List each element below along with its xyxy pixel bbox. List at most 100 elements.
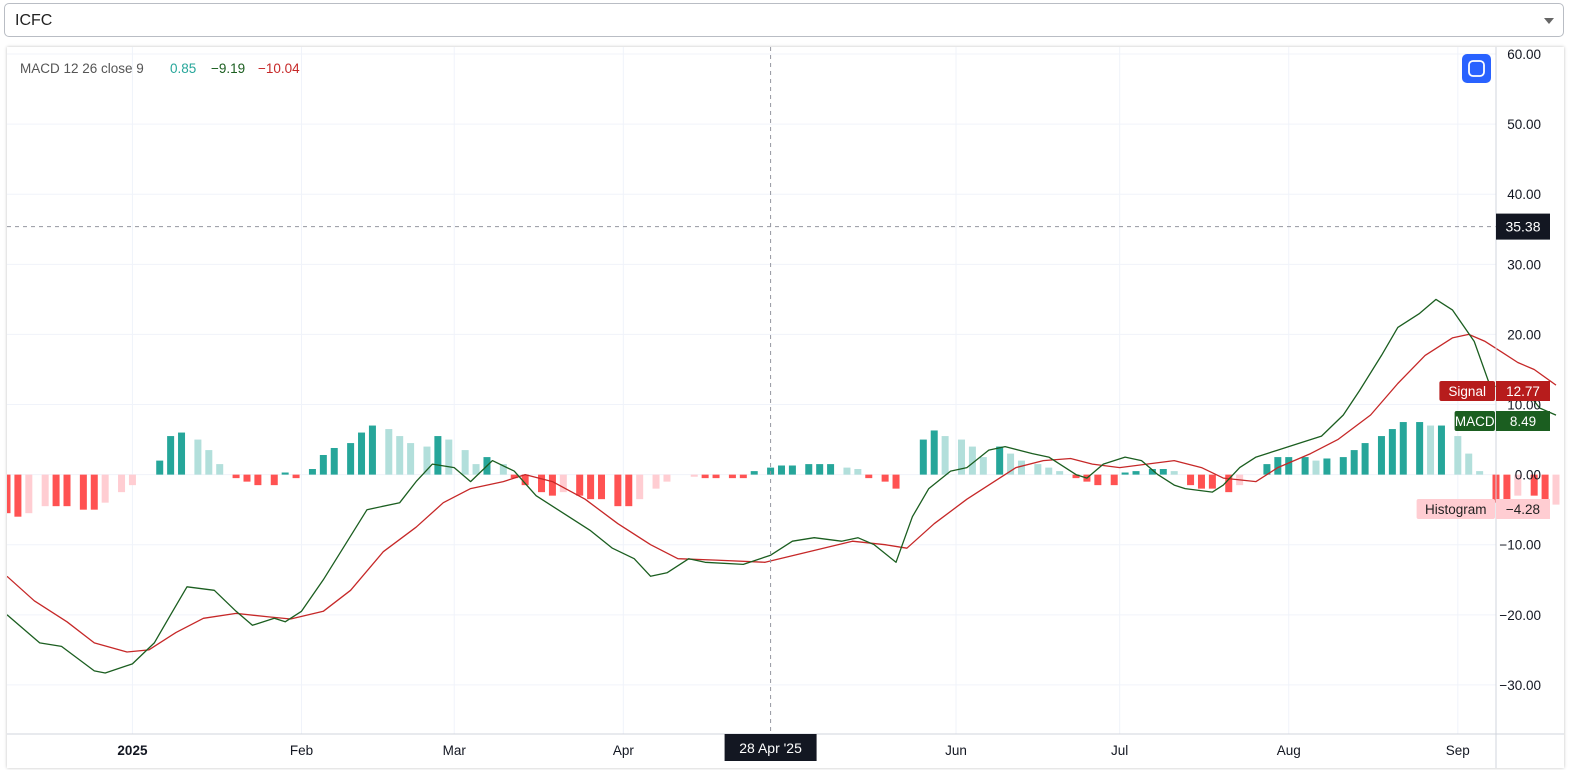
histogram-bar — [1301, 457, 1309, 475]
histogram-bar — [854, 469, 862, 475]
histogram-bar — [1437, 425, 1445, 475]
chart-container[interactable]: 60.00 50.00 40.00 30.00 20.00 10.00 0.00 −10.00… — [7, 47, 1564, 768]
histogram-bar — [281, 472, 289, 475]
series-lines — [7, 298, 1557, 674]
badge-name: MACD — [1455, 414, 1495, 429]
histogram-bar — [1377, 436, 1385, 475]
histogram-bar — [472, 464, 480, 475]
histogram-bar — [1388, 429, 1396, 475]
histogram-bar — [1263, 464, 1271, 475]
histogram-bar — [14, 474, 22, 517]
histogram-bar — [1225, 474, 1233, 493]
badge-value: 12.77 — [1506, 384, 1540, 399]
histogram-bar — [538, 474, 546, 493]
histogram-bar — [1514, 474, 1522, 496]
dropdown-arrow-icon — [1544, 18, 1554, 24]
histogram-bar — [510, 474, 518, 479]
histogram-bar — [445, 439, 453, 475]
histogram-bar — [1552, 474, 1560, 505]
histogram-bar — [1056, 471, 1064, 475]
histogram-bar — [996, 446, 1004, 475]
histogram-bar — [1132, 471, 1140, 475]
histogram-bar — [292, 474, 300, 479]
badge-value: 8.49 — [1510, 414, 1536, 429]
y-tick-label: −30.00 — [1499, 678, 1541, 693]
histogram-bar — [521, 474, 529, 486]
badge-value: −4.28 — [1506, 502, 1540, 517]
histogram-bar — [957, 439, 965, 475]
x-tick-label: Apr — [613, 743, 635, 758]
histogram-bar — [1530, 474, 1538, 496]
histogram-bar — [1339, 457, 1347, 475]
histogram-bar — [1110, 474, 1118, 486]
histogram-bar — [499, 464, 507, 475]
histogram-bar — [1034, 464, 1042, 475]
histogram-bar — [690, 474, 698, 477]
histogram-bar — [79, 474, 87, 510]
histogram-bar — [434, 436, 442, 475]
histogram-bar — [663, 474, 671, 482]
histogram-bar — [254, 474, 262, 486]
histogram-bar — [739, 474, 747, 479]
histogram-bar — [930, 430, 938, 475]
x-tick-label: Feb — [290, 743, 313, 758]
histogram-bar — [559, 474, 567, 493]
macd-chart[interactable]: 60.00 50.00 40.00 30.00 20.00 10.00 0.00 −10.00… — [7, 47, 1564, 768]
histogram-bar — [358, 432, 366, 475]
histogram-bar — [178, 432, 186, 475]
badge-name: Histogram — [1425, 502, 1487, 517]
histogram-bar — [63, 474, 71, 507]
x-tick-label: Mar — [443, 743, 467, 758]
histogram-bar — [52, 474, 60, 507]
histogram-bar — [701, 474, 709, 479]
histogram-bar — [968, 446, 976, 475]
histogram-bar — [308, 469, 316, 475]
y-tick-label: 40.00 — [1507, 187, 1541, 202]
y-tick-label: 60.00 — [1507, 47, 1541, 62]
histogram-bar — [1208, 474, 1216, 489]
histogram-bar — [156, 460, 164, 475]
histogram-bar — [1503, 474, 1511, 510]
histogram-bar — [232, 474, 240, 479]
histogram-bar — [385, 429, 393, 475]
badge-macd: MACD 8.49 — [1454, 411, 1550, 431]
histogram-bar — [919, 439, 927, 475]
symbol-select[interactable]: ICFC — [4, 3, 1564, 37]
histogram-bar — [881, 474, 889, 482]
histogram-bar — [1454, 436, 1462, 475]
histogram-bar — [347, 443, 355, 475]
histogram-bar — [805, 464, 813, 475]
histogram-bar — [1465, 453, 1473, 475]
fullscreen-button[interactable] — [1462, 54, 1491, 83]
histogram-bar — [205, 450, 213, 475]
histogram-bar — [25, 474, 33, 514]
badge-signal: Signal 12.77 — [1439, 381, 1550, 401]
histogram-bar — [1148, 469, 1156, 475]
crosshair-x-label: 28 Apr '25 — [724, 734, 817, 761]
histogram-bar — [1170, 471, 1178, 475]
histogram-bar — [41, 474, 49, 507]
histogram-bar — [319, 454, 327, 475]
legend-value-macd: −9.19 — [211, 61, 245, 76]
histogram-bar — [368, 425, 376, 475]
histogram-bar — [216, 464, 224, 475]
histogram-bar — [194, 439, 202, 475]
histogram-bar — [777, 465, 785, 475]
y-tick-label: 0.00 — [1515, 468, 1541, 483]
crosshair-date-text: 28 Apr '25 — [739, 740, 802, 756]
y-tick-label: 10.00 — [1507, 398, 1541, 413]
x-tick-label: Jun — [945, 743, 967, 758]
histogram-bar — [1274, 457, 1282, 475]
histogram-bar — [1197, 474, 1205, 489]
histogram-bar — [1476, 471, 1484, 475]
histogram-bar — [1007, 453, 1015, 475]
histogram-bar — [598, 474, 606, 500]
histogram-bar — [90, 474, 98, 510]
crosshair-y-label: 35.38 — [1496, 213, 1550, 240]
histogram-bar — [167, 436, 175, 475]
histogram-bar — [1427, 425, 1435, 475]
y-tick-label: 20.00 — [1507, 327, 1541, 342]
histogram-bar — [979, 457, 987, 475]
histogram-bar — [652, 474, 660, 489]
axes: 60.00 50.00 40.00 30.00 20.00 10.00 0.00 −10.00… — [7, 47, 1564, 768]
